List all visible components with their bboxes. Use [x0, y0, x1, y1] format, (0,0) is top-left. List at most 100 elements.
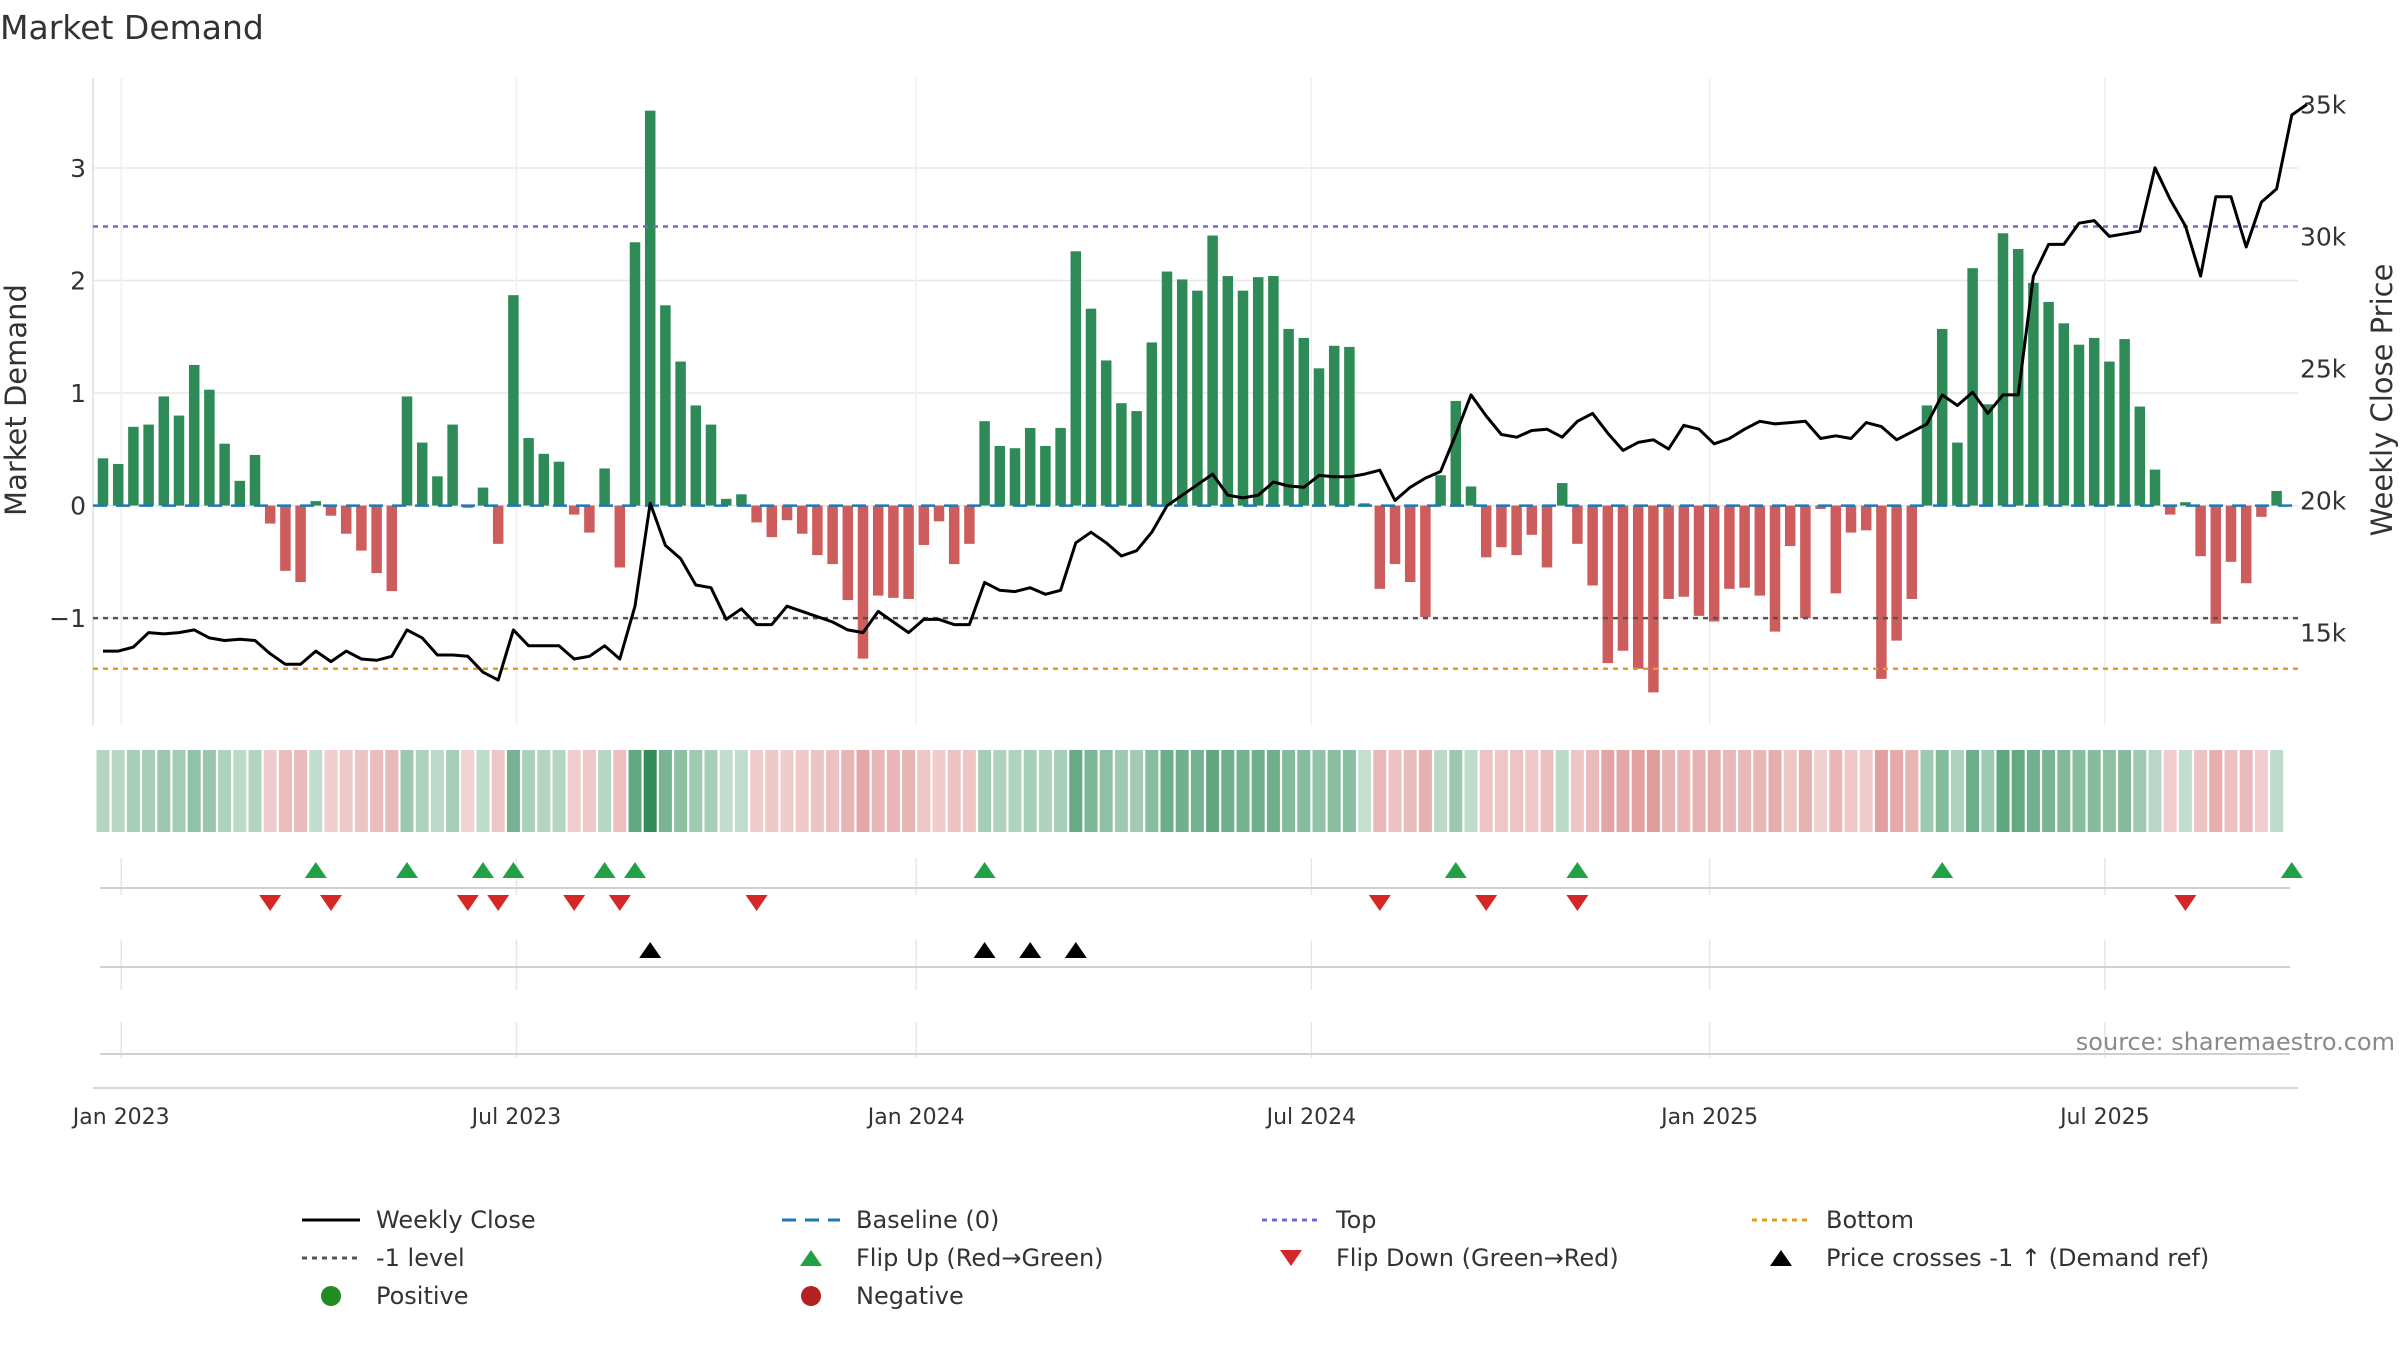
heat-cell: [202, 750, 216, 832]
legend-label: -1 level: [376, 1244, 465, 1272]
demand-bar: [340, 505, 352, 534]
heat-cell: [324, 750, 338, 832]
heat-cell: [294, 750, 308, 832]
demand-bar: [1541, 505, 1553, 568]
heat-cell: [1631, 750, 1645, 832]
demand-bar: [1344, 346, 1355, 506]
demand-bar: [1845, 505, 1857, 533]
demand-bar: [1070, 251, 1082, 506]
demand-bar: [1252, 277, 1264, 506]
heat-cell: [1890, 750, 1904, 832]
price-cross-marker: [973, 942, 996, 958]
demand-bar: [264, 505, 276, 524]
flip-up-marker: [973, 862, 996, 878]
demand-bar: [1100, 360, 1112, 506]
heat-cell: [1586, 750, 1600, 832]
demand-bar: [1435, 475, 1446, 506]
heat-cell: [309, 750, 323, 832]
legend-symbol-circle: [801, 1286, 821, 1306]
demand-bar: [2012, 249, 2024, 506]
heat-cell: [339, 750, 353, 832]
heat-cell: [1358, 750, 1372, 832]
heat-cell: [2163, 750, 2177, 832]
demand-bar: [1678, 505, 1690, 597]
demand-bar: [1040, 445, 1051, 506]
heat-cell: [263, 750, 277, 832]
heat-cell: [430, 750, 444, 832]
legend-symbol-triangle-down: [1280, 1250, 1302, 1266]
heat-cell: [628, 750, 642, 832]
heat-cell: [1555, 750, 1569, 832]
demand-bar: [1724, 505, 1735, 589]
flip-up-marker: [2280, 862, 2303, 878]
y2-axis-title: Weekly Close Price: [2365, 264, 2399, 537]
heat-cell: [2072, 750, 2086, 832]
demand-bar: [1617, 505, 1629, 651]
flip-down-marker: [745, 895, 768, 911]
demand-bar: [1268, 276, 1279, 506]
source-text: source: sharemaestro.com: [2076, 1028, 2395, 1056]
heat-cell: [400, 750, 414, 832]
demand-bar: [1496, 505, 1507, 548]
heat-cell: [1722, 750, 1736, 832]
demand-bar: [979, 421, 990, 506]
heat-cell: [1601, 750, 1615, 832]
heat-cell: [1312, 750, 1326, 832]
demand-bar: [188, 364, 200, 506]
x-tick-label: Jan 2023: [71, 1105, 170, 1130]
demand-bar: [1283, 328, 1294, 506]
legend-label: Top: [1336, 1206, 1377, 1234]
heat-cell: [476, 750, 490, 832]
flip-down-marker: [320, 895, 342, 911]
heat-cell: [795, 750, 809, 832]
demand-bar: [2073, 344, 2085, 506]
demand-bar: [1860, 505, 1872, 531]
heat-cell: [704, 750, 718, 832]
demand-bar: [401, 396, 413, 506]
axis-labels: −1 0 1 2 3 15k 20k 25k 30k 35k Jan 2023 Jul 2023 Jan…: [0, 90, 2399, 1130]
heat-cell: [142, 750, 156, 832]
demand-bar: [1739, 505, 1750, 588]
heat-cell: [218, 750, 232, 832]
heat-cell: [491, 750, 505, 832]
demand-bar: [766, 505, 778, 538]
demand-bar: [1420, 505, 1431, 617]
heat-cell: [1920, 750, 1934, 832]
y-tick-label: 3: [70, 154, 86, 183]
flip-down-marker: [2174, 895, 2197, 911]
demand-bar: [371, 505, 382, 574]
heat-cell: [962, 750, 976, 832]
demand-bar: [356, 505, 367, 551]
demand-bar: [796, 505, 808, 534]
demand-bar: [812, 505, 823, 556]
demand-bar: [2210, 505, 2222, 624]
demand-bar: [1800, 505, 1811, 619]
heat-cell: [841, 750, 855, 832]
heat-cell: [2224, 750, 2238, 832]
heat-cell: [1707, 750, 1721, 832]
heat-cell: [826, 750, 840, 832]
y-tick-label: 0: [70, 492, 86, 521]
demand-bar: [1131, 411, 1142, 506]
demand-bar: [128, 426, 139, 506]
demand-bar: [888, 505, 899, 598]
demand-bar: [751, 505, 762, 523]
demand-bar: [1876, 505, 1887, 679]
demand-bar: [599, 468, 610, 506]
demand-bar: [158, 396, 170, 506]
demand-bar: [2088, 337, 2100, 506]
demand-bar: [1921, 405, 1933, 506]
legend-item: Baseline (0): [780, 1205, 999, 1235]
heat-cell: [765, 750, 779, 832]
demand-bar: [477, 487, 489, 506]
demand-bar: [1693, 505, 1705, 616]
heat-cell: [1342, 750, 1356, 832]
demand-bar: [2164, 505, 2176, 515]
heat-cell: [1783, 750, 1797, 832]
x-tick-label: Jul 2023: [470, 1105, 562, 1130]
heat-cell: [385, 750, 399, 832]
demand-bar: [644, 110, 656, 506]
demand-bars: [97, 110, 2282, 693]
heat-cell: [1494, 750, 1508, 832]
legend-item: Flip Down (Green→Red): [1260, 1243, 1619, 1273]
